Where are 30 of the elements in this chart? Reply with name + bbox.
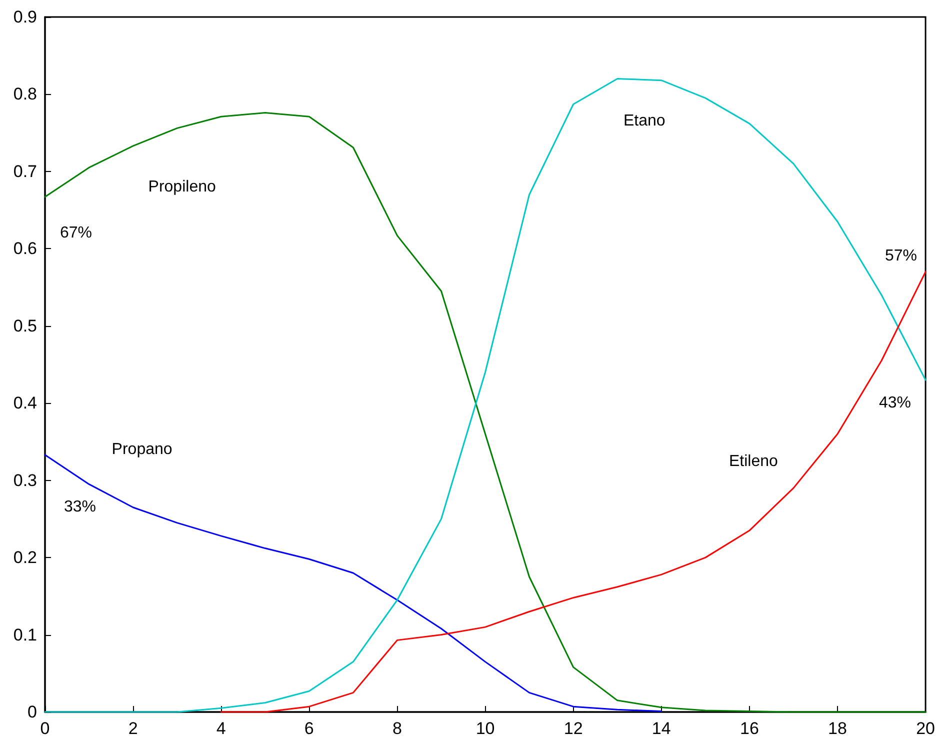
x-tick-label: 20 bbox=[916, 719, 936, 738]
x-tick-label: 14 bbox=[652, 719, 671, 738]
annotation: 67% bbox=[60, 224, 92, 242]
x-tick-label: 2 bbox=[128, 719, 138, 738]
x-tick-label: 6 bbox=[304, 719, 314, 738]
annotation: 33% bbox=[64, 498, 96, 516]
annotation: 43% bbox=[878, 394, 912, 412]
series-label: Etano bbox=[623, 112, 666, 130]
series-label: Etileno bbox=[728, 453, 778, 470]
x-tick-label: 12 bbox=[564, 719, 583, 738]
y-tick-label: 0.7 bbox=[13, 162, 37, 181]
x-tick-label: 10 bbox=[476, 719, 495, 738]
line-series bbox=[220, 271, 926, 713]
y-tick-label: 0.6 bbox=[13, 239, 37, 258]
y-tick-label: 0.2 bbox=[13, 548, 37, 568]
x-tick-label: 8 bbox=[392, 719, 402, 738]
y-tick-label: 0.9 bbox=[13, 8, 37, 26]
text: Propileno bbox=[148, 178, 216, 196]
x-tick-label: 16 bbox=[740, 719, 759, 738]
text: Propano bbox=[112, 440, 172, 458]
y-tick-label: 0 bbox=[28, 702, 37, 722]
y-tick-label: 0.5 bbox=[13, 316, 37, 336]
x-tick-label: 0 bbox=[40, 719, 50, 738]
y-tick-label: 0.1 bbox=[13, 625, 37, 644]
x-tick-label: 4 bbox=[216, 719, 226, 738]
y-tick-label: 0.4 bbox=[13, 394, 37, 413]
x-tick-label: 18 bbox=[828, 719, 847, 738]
annotation: 57% bbox=[884, 247, 918, 264]
y-tick-label: 0.3 bbox=[13, 470, 37, 490]
y-tick-label: 0.8 bbox=[13, 84, 37, 104]
